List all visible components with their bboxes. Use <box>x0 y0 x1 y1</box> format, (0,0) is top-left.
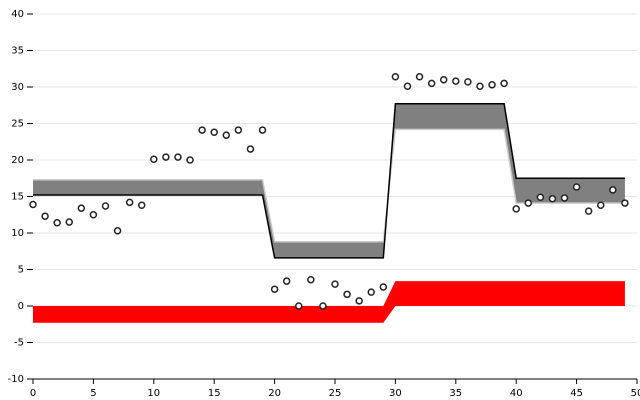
point <box>29 200 37 209</box>
y-tick-label: 25 <box>11 119 24 130</box>
point <box>53 219 61 227</box>
point <box>403 82 412 91</box>
point <box>282 277 291 285</box>
x-tick-label: 45 <box>570 388 583 399</box>
point <box>343 290 351 299</box>
band-area <box>33 103 625 258</box>
y-tick-label: 15 <box>11 192 24 203</box>
point <box>319 302 327 310</box>
point <box>234 126 243 134</box>
point <box>597 201 605 210</box>
point <box>452 77 460 85</box>
point <box>210 128 218 137</box>
band-line <box>33 103 625 259</box>
point <box>295 302 303 310</box>
point <box>536 193 545 201</box>
x-tick-label: 25 <box>329 388 342 399</box>
point <box>512 205 520 213</box>
point <box>246 145 255 153</box>
point <box>113 227 122 235</box>
point <box>524 199 533 207</box>
point <box>89 211 98 219</box>
x-tick-label: 20 <box>268 388 281 399</box>
y-tick-label: -5 <box>14 338 24 349</box>
point <box>367 288 375 296</box>
point <box>101 202 110 210</box>
point <box>198 126 206 134</box>
x-tick-label: 0 <box>30 388 36 399</box>
point <box>137 201 146 210</box>
point <box>584 207 593 215</box>
point <box>355 297 363 305</box>
point <box>621 199 629 207</box>
point <box>222 131 231 139</box>
point <box>415 73 424 81</box>
x-tick-label: 40 <box>510 388 523 399</box>
point <box>391 73 400 81</box>
point <box>307 275 315 284</box>
point <box>150 155 158 164</box>
point <box>41 212 49 220</box>
point <box>77 204 86 212</box>
point <box>270 285 279 293</box>
x-tick-label: 15 <box>208 388 221 399</box>
point <box>609 186 617 194</box>
point <box>258 126 267 134</box>
point <box>476 82 484 91</box>
y-tick-label: 0 <box>18 301 24 312</box>
band-area <box>33 281 625 323</box>
point <box>174 153 182 161</box>
y-tick-label: 5 <box>18 265 24 276</box>
point <box>162 153 170 161</box>
point <box>488 81 496 89</box>
y-tick-label: 10 <box>11 228 24 239</box>
y-tick-label: 35 <box>11 46 24 57</box>
x-tick-label: 30 <box>389 388 402 399</box>
point <box>500 79 508 88</box>
point <box>572 183 581 191</box>
y-tick-label: -10 <box>8 374 24 385</box>
x-tick-label: 35 <box>449 388 462 399</box>
point <box>186 156 194 164</box>
x-tick-label: 5 <box>90 388 96 399</box>
x-tick-label: 50 <box>631 388 640 399</box>
point <box>464 78 472 86</box>
point <box>427 79 436 88</box>
y-tick-label: 20 <box>11 155 24 166</box>
point <box>548 194 557 203</box>
point <box>331 280 339 288</box>
x-tick-label: 10 <box>147 388 160 399</box>
y-tick-label: 30 <box>11 82 24 93</box>
y-tick-label: 40 <box>11 9 24 20</box>
point <box>379 283 388 291</box>
point <box>125 198 134 207</box>
point <box>560 194 569 202</box>
point <box>65 218 73 226</box>
point <box>439 75 448 84</box>
